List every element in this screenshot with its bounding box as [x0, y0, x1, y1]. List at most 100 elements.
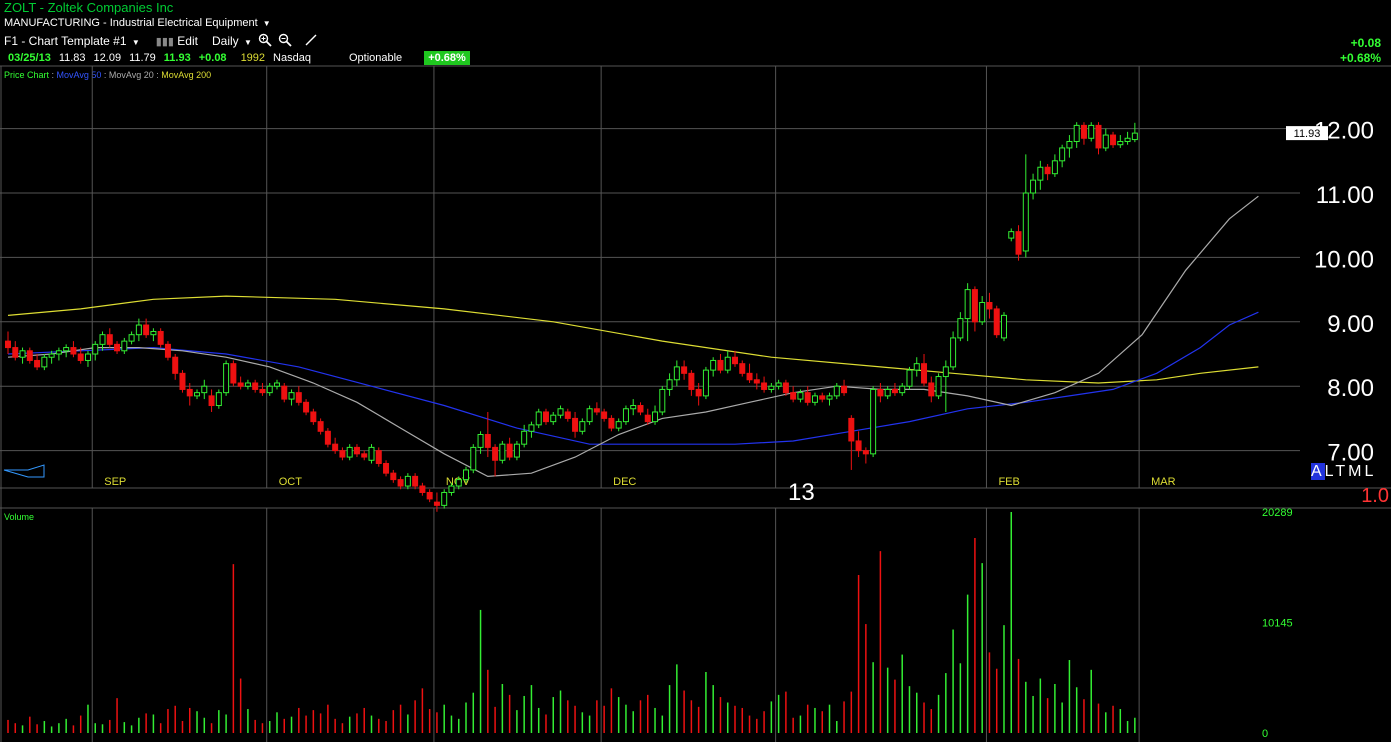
- candle-body: [710, 359, 717, 371]
- candle-body: [295, 392, 302, 403]
- candle-body: [332, 443, 339, 452]
- chevron-down-icon[interactable]: ▼: [244, 37, 252, 47]
- candle-body: [5, 340, 11, 349]
- candle-body: [950, 337, 957, 368]
- candle-body: [659, 388, 666, 413]
- candle-body: [535, 411, 542, 426]
- candle-body: [913, 363, 920, 371]
- candle-body: [99, 334, 106, 345]
- scale-value: 1.0: [1361, 485, 1389, 507]
- year-label: 13: [788, 479, 815, 506]
- x-month-label: FEB: [998, 476, 1019, 488]
- x-month-label: DEC: [613, 476, 636, 488]
- candle-body: [303, 401, 310, 413]
- candle-body: [1095, 124, 1102, 149]
- candle-body: [761, 382, 768, 390]
- change-pct-badge: +0.68%: [424, 51, 470, 65]
- candle-body: [390, 472, 397, 481]
- candle-body: [615, 421, 622, 429]
- quote-low: 11.79: [129, 52, 156, 64]
- candle-body: [143, 324, 150, 336]
- candle-body: [746, 372, 753, 381]
- candle-body: [971, 289, 978, 323]
- volume-pane-label: Volume: [4, 512, 35, 522]
- candle-body: [1080, 124, 1087, 139]
- legend-ma50: MovAvg 50: [56, 70, 102, 80]
- candle-body: [1124, 137, 1131, 142]
- candle-body: [1073, 124, 1080, 142]
- candle-body: [921, 363, 928, 384]
- candle-body: [230, 363, 237, 384]
- candle-body: [870, 388, 877, 455]
- candle-body: [1015, 231, 1022, 255]
- candle-body: [150, 330, 157, 336]
- candle-body: [84, 353, 91, 361]
- mode-option-m[interactable]: M: [1348, 463, 1365, 480]
- x-month-label: SEP: [104, 476, 126, 488]
- candle-body: [26, 350, 33, 361]
- candle-body: [34, 359, 41, 368]
- candle-body: [724, 356, 731, 371]
- volume-tick-label: 10145: [1262, 617, 1293, 629]
- edit-label: Edit: [177, 34, 198, 48]
- edit-button[interactable]: ▮▮▮ Edit: [156, 34, 198, 49]
- quote-volume: 1992: [240, 52, 266, 64]
- bar-chart-icon: ▮▮▮: [155, 36, 174, 48]
- candle-body: [441, 491, 448, 506]
- y-tick-label: 11.00: [1316, 182, 1374, 209]
- candle-body: [681, 366, 688, 374]
- mode-option-t[interactable]: T: [1335, 463, 1349, 480]
- candle-body: [1131, 132, 1138, 141]
- zoom-in-icon[interactable]: [258, 33, 272, 50]
- period-selector[interactable]: Daily ▼: [212, 34, 252, 50]
- mode-option-a[interactable]: A: [1311, 463, 1325, 480]
- candle-body: [361, 453, 368, 458]
- candle-body: [964, 289, 971, 320]
- candle-body: [1066, 140, 1073, 149]
- ma50-line: [7, 311, 1259, 445]
- candle-body: [353, 446, 360, 455]
- candle-body: [455, 479, 462, 487]
- zoom-out-icon[interactable]: [278, 33, 292, 50]
- candle-body: [477, 434, 484, 448]
- x-month-label: OCT: [279, 476, 303, 488]
- chart-mode-selector[interactable]: ALTML: [1311, 463, 1376, 481]
- draw-line-icon[interactable]: [304, 33, 318, 50]
- candle-body: [593, 408, 600, 413]
- candle-body: [928, 382, 935, 397]
- candle-body: [717, 359, 724, 371]
- candle-body: [739, 363, 746, 374]
- candle-body: [41, 356, 48, 368]
- candle-body: [48, 353, 55, 358]
- candle-body: [70, 347, 77, 355]
- quote-change: +0.08: [198, 52, 227, 64]
- candle-body: [375, 450, 382, 464]
- candle-body: [288, 392, 295, 400]
- candle-body: [419, 485, 426, 493]
- candle-body: [252, 382, 259, 390]
- top-change: +0.08: [1350, 36, 1381, 50]
- chart-template-selector[interactable]: F1 - Chart Template #1 ▼: [4, 34, 140, 50]
- mode-option-l[interactable]: L: [1324, 463, 1336, 480]
- candle-body: [368, 446, 375, 461]
- candle-body: [542, 411, 549, 423]
- mode-option-l2[interactable]: L: [1364, 463, 1377, 480]
- candle-body: [12, 347, 19, 358]
- candle-body: [753, 379, 760, 384]
- last-price-label: 11.93: [1294, 128, 1321, 140]
- candle-body: [499, 443, 506, 461]
- industry-selector[interactable]: MANUFACTURING - Industrial Electrical Eq…: [4, 16, 271, 31]
- chevron-down-icon[interactable]: ▼: [131, 37, 140, 47]
- chevron-down-icon[interactable]: ▼: [262, 19, 271, 28]
- candle-body: [106, 334, 113, 345]
- legend-ma20: MovAvg 20: [108, 70, 154, 80]
- y-tick-label: 7.00: [1327, 440, 1374, 467]
- candle-body: [608, 417, 615, 429]
- candle-body: [652, 411, 659, 423]
- candle-body: [1030, 179, 1037, 194]
- candle-body: [622, 408, 629, 423]
- candle-body: [1102, 134, 1109, 149]
- y-tick-label: 8.00: [1327, 375, 1374, 402]
- candle-body: [1037, 166, 1044, 181]
